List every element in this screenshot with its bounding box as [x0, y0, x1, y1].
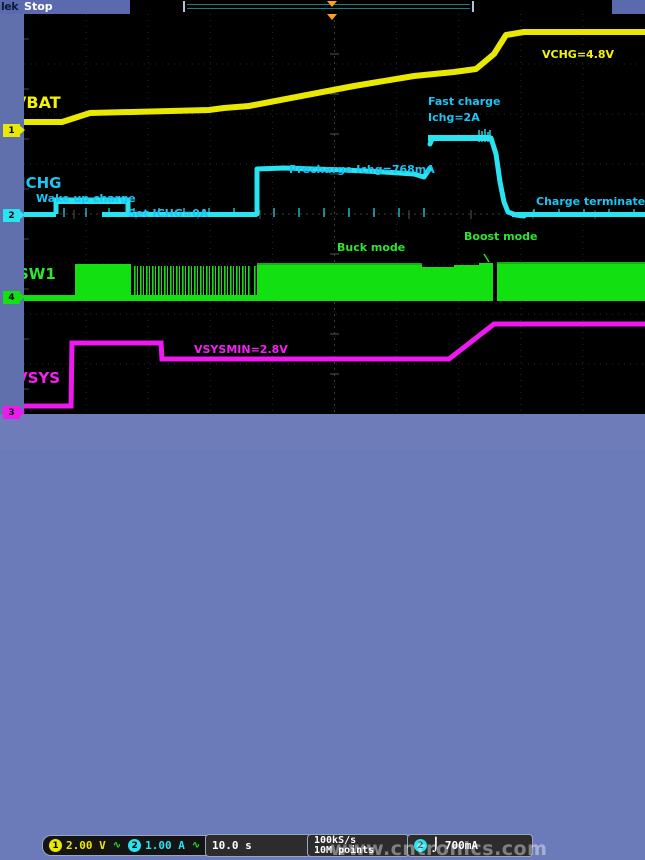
vbat-trace-label: VBAT — [24, 93, 61, 112]
channel-2-coupling-icon[interactable]: ∿ — [191, 840, 201, 851]
channel-1-scale[interactable]: 2.00 V — [66, 839, 106, 852]
channel-chip-2[interactable]: 2 — [128, 839, 142, 852]
fast-charge-value-label: Ichg=2A — [428, 111, 480, 124]
buck-mode-label: Buck mode — [337, 241, 406, 254]
sw1-trace-label: SW1 — [24, 265, 56, 283]
vsysmin-label: VSYSMIN=2.8V — [194, 343, 288, 356]
fast-charge-label: Fast charge — [428, 95, 501, 108]
waveform-ichg — [24, 129, 645, 219]
tektronix-logo: lek — [1, 0, 19, 13]
channel-marker-1-label: 1 — [8, 125, 15, 136]
waveform-vbat — [24, 29, 645, 125]
wake-up-charge-label: Wake up charge — [36, 192, 136, 205]
time-per-division: 10.0 s — [212, 839, 252, 852]
channel-marker-2-label: 2 — [8, 210, 15, 221]
ichg-trace-label: ICHG — [24, 174, 62, 192]
bottom-status-bar: www.cntronics.com 1 2.00 V ∿ 2 1.00 A ∿ … — [0, 414, 645, 860]
channel-marker-1[interactable]: 1 — [3, 124, 25, 137]
channel-marker-2[interactable]: 2 — [3, 209, 25, 222]
channel-marker-3[interactable]: 3 — [3, 406, 25, 419]
trigger-arrow-icon[interactable] — [327, 14, 337, 20]
graticule-area[interactable]: VBAT VCHG=4.8V ICHG Wake up charge Set I… — [24, 14, 645, 414]
trigger-position-marker-icon[interactable] — [327, 1, 337, 7]
brand-and-state: lek Stop — [0, 0, 130, 14]
channel-marker-3-label: 3 — [8, 407, 15, 418]
waveform-vsys — [24, 321, 645, 409]
channel-2-scale[interactable]: 1.00 A — [145, 839, 185, 852]
channel-chip-1-label: 1 — [52, 840, 59, 851]
waveform-sw1 — [24, 253, 645, 301]
vsys-trace-label: VSYS — [24, 369, 61, 387]
waveform-layer — [24, 29, 645, 409]
top-bar-right-cap — [612, 0, 645, 14]
channel-marker-4[interactable]: 4 — [3, 291, 25, 304]
channel-chip-2-label: 2 — [131, 840, 138, 851]
set-ichg-zero-label: Set ICHG=0A — [128, 207, 209, 220]
channel-1-coupling-icon[interactable]: ∿ — [112, 840, 122, 851]
boost-mode-label: Boost mode — [464, 230, 538, 243]
channel-chip-1[interactable]: 1 — [49, 839, 62, 852]
horizontal-scale-box[interactable]: 10.0 s — [205, 834, 311, 857]
site-watermark: www.cntronics.com — [330, 838, 548, 860]
acquisition-state-label[interactable]: Stop — [24, 0, 53, 13]
overview-trace-line-lower — [187, 8, 470, 9]
top-status-bar: lek Stop — [0, 0, 645, 14]
charge-terminate-label: Charge terminate — [536, 195, 645, 208]
channel-marker-4-label: 4 — [8, 292, 15, 303]
precharge-label: Precharge Ichg=768mA — [289, 163, 435, 176]
vchg-value-label: VCHG=4.8V — [542, 48, 615, 61]
